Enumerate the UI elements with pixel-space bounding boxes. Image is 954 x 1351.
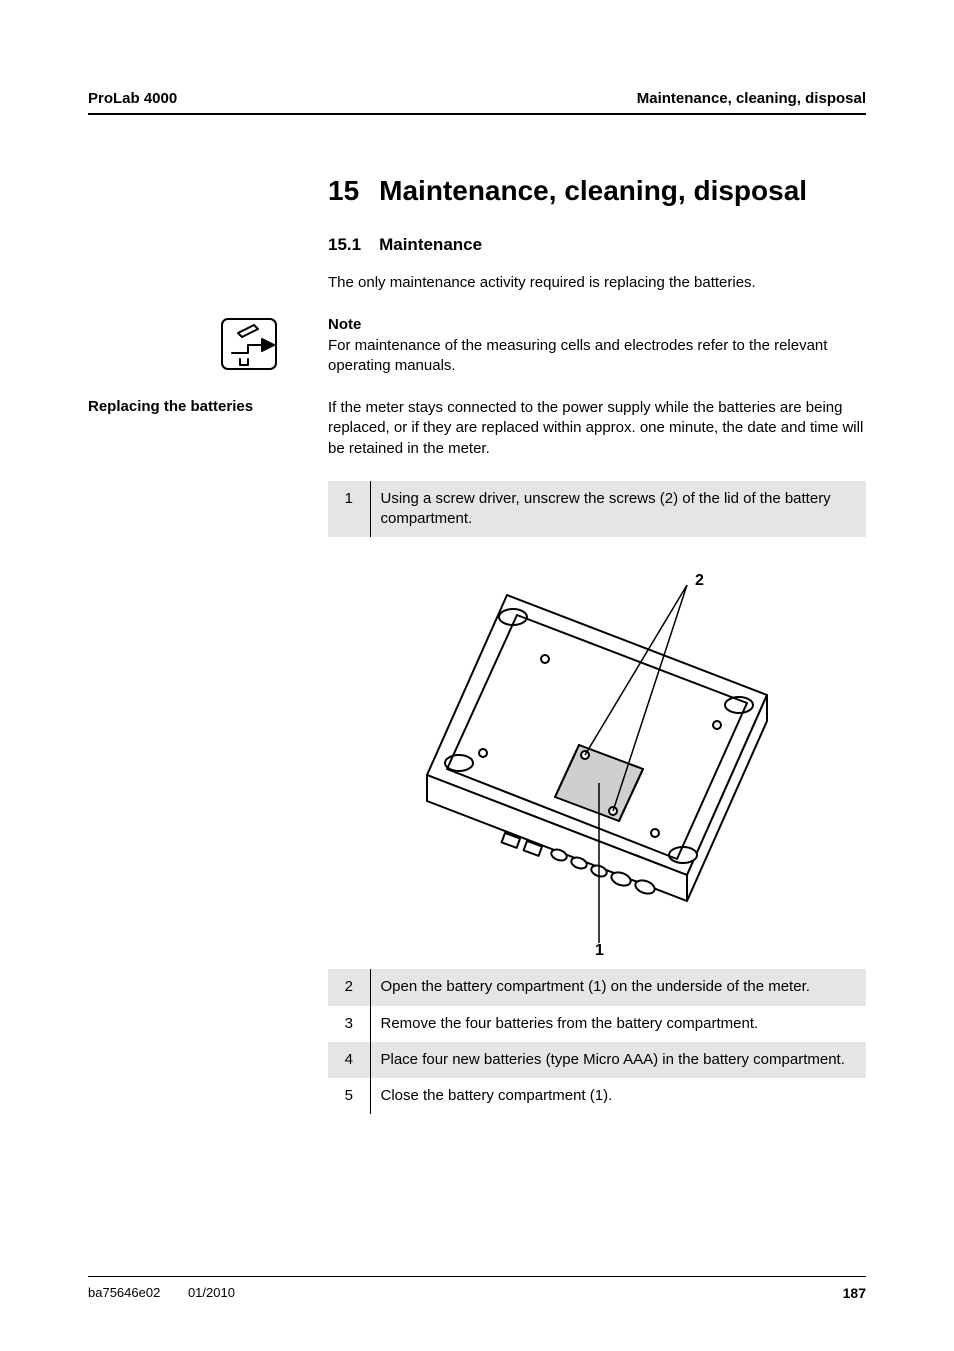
step-number: 5 [328,1078,370,1114]
footer-page: 187 [843,1285,866,1301]
subhead-label: Replacing the batteries [88,398,328,415]
header-section: Maintenance, cleaning, disposal [637,90,866,107]
note-icon [88,315,328,373]
page-header: ProLab 4000 Maintenance, cleaning, dispo… [88,90,866,115]
table-row: 1 Using a screw driver, unscrew the scre… [328,481,866,538]
section-text: Maintenance [379,235,482,254]
chapter-number: 15 [328,175,359,207]
steps-table-1: 1 Using a screw driver, unscrew the scre… [328,481,866,538]
chapter-title: 15 Maintenance, cleaning, disposal [328,175,866,207]
page-footer: ba75646e02 01/2010 187 [88,1276,866,1301]
callout-1: 1 [595,942,604,955]
step-text: Using a screw driver, unscrew the screws… [370,481,866,538]
subhead-block: Replacing the batteries If the meter sta… [88,398,866,459]
callout-2: 2 [695,572,704,589]
footer-doc-id: ba75646e02 [88,1285,160,1300]
step-number: 1 [328,481,370,538]
section-title: 15.1 Maintenance [328,235,866,255]
section-number: 15.1 [328,235,361,255]
footer-left: ba75646e02 01/2010 [88,1285,259,1301]
header-product: ProLab 4000 [88,90,177,107]
chapter-text: Maintenance, cleaning, disposal [379,175,807,206]
step-text: Close the battery compartment (1). [370,1078,866,1114]
step-text: Place four new batteries (type Micro AAA… [370,1042,866,1078]
step-number: 2 [328,969,370,1005]
note-label: Note [328,315,866,335]
note-text-wrap: Note For maintenance of the measuring ce… [328,315,866,376]
footer-date: 01/2010 [188,1285,235,1300]
subhead-body: If the meter stays connected to the powe… [328,398,866,459]
step-text: Remove the four batteries from the batte… [370,1006,866,1042]
table-row: 5 Close the battery compartment (1). [328,1078,866,1114]
device-diagram: 2 1 [328,537,866,969]
table-row: 2 Open the battery compartment (1) on th… [328,969,866,1005]
steps-table-2: 2 Open the battery compartment (1) on th… [328,969,866,1114]
step-number: 4 [328,1042,370,1078]
table-row: 3 Remove the four batteries from the bat… [328,1006,866,1042]
table-row: 4 Place four new batteries (type Micro A… [328,1042,866,1078]
step-number: 3 [328,1006,370,1042]
step-text: Open the battery compartment (1) on the … [370,969,866,1005]
note-body: For maintenance of the measuring cells a… [328,337,827,374]
note-block: Note For maintenance of the measuring ce… [88,315,866,376]
intro-paragraph: The only maintenance activity required i… [328,273,866,293]
